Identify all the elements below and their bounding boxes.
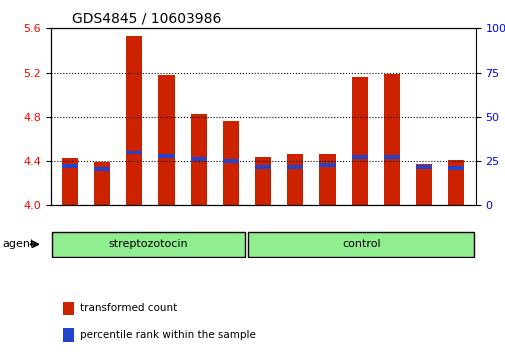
Bar — [63, 302, 74, 315]
Bar — [319, 163, 335, 167]
Bar — [190, 114, 207, 205]
Bar — [158, 154, 174, 158]
FancyBboxPatch shape — [248, 232, 473, 257]
Bar — [62, 158, 78, 205]
Text: percentile rank within the sample: percentile rank within the sample — [80, 330, 256, 340]
FancyBboxPatch shape — [52, 232, 244, 257]
Bar — [222, 159, 238, 163]
Bar — [222, 121, 238, 205]
Text: transformed count: transformed count — [80, 303, 177, 313]
Text: agent: agent — [3, 239, 35, 249]
Bar — [415, 164, 431, 205]
Bar — [447, 166, 464, 170]
Bar — [383, 74, 399, 205]
Bar — [158, 75, 174, 205]
Bar — [62, 164, 78, 168]
Bar — [126, 150, 142, 154]
Bar — [447, 160, 464, 205]
Bar — [415, 165, 431, 169]
Bar — [126, 35, 142, 205]
Bar — [287, 154, 303, 205]
Bar — [94, 162, 110, 205]
Text: control: control — [341, 239, 380, 249]
Bar — [287, 165, 303, 169]
Bar — [351, 77, 367, 205]
Bar — [351, 155, 367, 159]
Text: GDS4845 / 10603986: GDS4845 / 10603986 — [72, 12, 221, 26]
Bar — [383, 155, 399, 159]
Bar — [190, 157, 207, 161]
Bar — [319, 154, 335, 205]
Text: streptozotocin: streptozotocin — [109, 239, 188, 249]
Bar — [255, 156, 271, 205]
Bar — [63, 329, 74, 342]
Bar — [94, 167, 110, 171]
Bar — [255, 165, 271, 169]
